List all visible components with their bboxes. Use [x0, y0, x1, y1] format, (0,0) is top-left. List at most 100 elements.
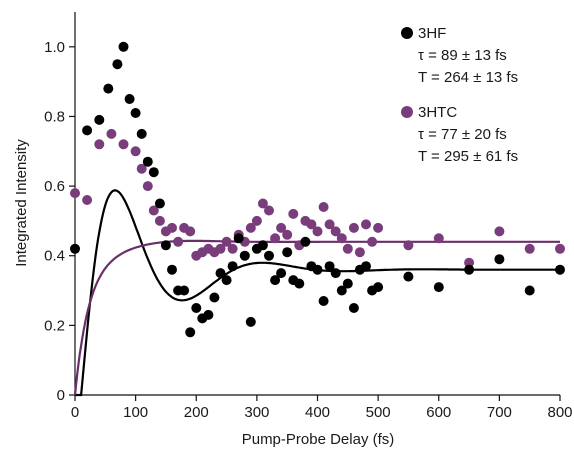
- data-point-3hf: [270, 275, 281, 286]
- data-point-3htc: [306, 219, 317, 230]
- data-point-3htc: [257, 198, 268, 209]
- data-point-3hf: [373, 282, 384, 293]
- data-point-3hf: [524, 285, 535, 296]
- y-tick-label: 0: [57, 387, 65, 404]
- data-point-3hf: [318, 296, 329, 306]
- data-point-3hf: [221, 275, 232, 286]
- data-point-3hf: [130, 108, 141, 118]
- data-point-3hf: [82, 125, 93, 136]
- data-point-3htc: [106, 128, 117, 139]
- data-point-3hf: [282, 247, 293, 258]
- data-point-3htc: [270, 233, 281, 244]
- legend-period-3htc: T = 295 ± 61 fs: [418, 148, 518, 165]
- data-point-3htc: [94, 139, 105, 150]
- data-point-3hf: [257, 240, 268, 251]
- data-point-3htc: [324, 219, 335, 230]
- data-point-3htc: [167, 222, 177, 233]
- data-point-3htc: [136, 163, 147, 174]
- data-point-3htc: [403, 240, 414, 251]
- data-point-3hf: [294, 278, 305, 289]
- data-point-3hf: [342, 278, 353, 289]
- legend-tau-3htc: τ = 77 ± 20 fs: [418, 126, 507, 143]
- x-tick-label: 400: [305, 404, 330, 421]
- data-point-3hf: [555, 264, 565, 275]
- data-point-3hf: [264, 250, 274, 261]
- data-point-3htc: [354, 247, 365, 258]
- y-tick-label: 0.4: [44, 248, 65, 265]
- x-tick-label: 300: [244, 404, 269, 421]
- data-point-3hf: [494, 254, 505, 265]
- legend-marker-3hf: [401, 27, 413, 39]
- data-point-3hf: [227, 261, 238, 272]
- data-point-3htc: [130, 146, 141, 157]
- y-tick-label: 0.2: [44, 317, 65, 334]
- data-point-3hf: [167, 264, 177, 275]
- data-point-3hf: [330, 268, 341, 279]
- x-tick-label: 600: [426, 404, 451, 421]
- data-point-3htc: [173, 236, 184, 247]
- x-tick-label: 100: [123, 404, 148, 421]
- legend-label-3hf: 3HF: [418, 25, 446, 42]
- data-point-3htc: [221, 236, 232, 247]
- data-point-3hf: [348, 303, 359, 313]
- data-point-3htc: [336, 233, 347, 244]
- data-point-3htc: [318, 202, 329, 212]
- x-axis-ticks: 0 100 200 300 400 500 600 700 800: [71, 395, 573, 421]
- data-point-3hf: [94, 114, 105, 125]
- legend: 3HF τ = 89 ± 13 fs T = 264 ± 13 fs 3HTC …: [401, 25, 518, 165]
- data-point-3hf: [464, 264, 475, 275]
- data-point-3hf: [124, 94, 135, 104]
- data-point-3htc: [433, 233, 444, 244]
- data-point-3hf: [233, 233, 244, 244]
- data-point-3hf: [245, 316, 256, 327]
- data-point-3hf: [154, 198, 165, 209]
- data-points: [70, 41, 565, 338]
- data-point-3htc: [142, 181, 153, 192]
- legend-marker-3htc: [401, 106, 413, 118]
- y-tick-label: 0.8: [44, 108, 65, 125]
- data-point-3hf: [118, 41, 129, 52]
- data-point-3hf: [148, 167, 159, 178]
- y-axis-title: Integrated Intensity: [13, 139, 30, 267]
- data-point-3hf: [300, 236, 311, 247]
- data-point-3htc: [118, 139, 129, 150]
- data-point-3htc: [70, 188, 80, 199]
- legend-period-3hf: T = 264 ± 13 fs: [418, 69, 518, 86]
- data-point-3hf: [185, 327, 196, 338]
- y-tick-label: 0.6: [44, 178, 65, 195]
- data-point-3hf: [312, 264, 323, 275]
- data-point-3hf: [215, 268, 226, 279]
- data-point-3htc: [524, 243, 535, 254]
- data-point-3hf: [70, 243, 80, 254]
- x-axis-title: Pump-Probe Delay (fs): [242, 431, 395, 448]
- data-point-3htc: [245, 222, 256, 233]
- data-point-3htc: [276, 222, 287, 233]
- fit-curve-3hf: [75, 189, 560, 397]
- data-point-3hf: [142, 156, 153, 167]
- y-axis-ticks: 0 0.2 0.4 0.6 0.8 1.0: [44, 39, 75, 404]
- data-point-3htc: [330, 226, 341, 237]
- data-point-3htc: [361, 219, 371, 230]
- data-point-3hf: [324, 261, 335, 272]
- data-point-3htc: [312, 226, 323, 237]
- data-point-3hf: [209, 292, 220, 303]
- data-point-3htc: [148, 205, 159, 216]
- x-tick-label: 800: [547, 404, 572, 421]
- fit-curves: [73, 189, 560, 397]
- x-tick-label: 200: [184, 404, 209, 421]
- data-point-3htc: [227, 243, 238, 254]
- data-point-3htc: [282, 229, 293, 240]
- data-point-3htc: [555, 243, 565, 254]
- data-point-3hf: [103, 83, 114, 94]
- data-point-3hf: [191, 303, 202, 313]
- data-point-3hf: [433, 282, 444, 293]
- data-point-3htc: [494, 226, 505, 237]
- legend-tau-3hf: τ = 89 ± 13 fs: [418, 47, 507, 64]
- x-tick-label: 0: [71, 404, 79, 421]
- plot-area: 0 0.2 0.4 0.6 0.8 1.0 0 100 200 300 400 500 600 700 8…: [44, 12, 573, 421]
- data-point-3htc: [288, 208, 299, 219]
- data-point-3htc: [154, 215, 165, 226]
- data-point-3hf: [239, 250, 250, 261]
- data-point-3htc: [464, 257, 475, 268]
